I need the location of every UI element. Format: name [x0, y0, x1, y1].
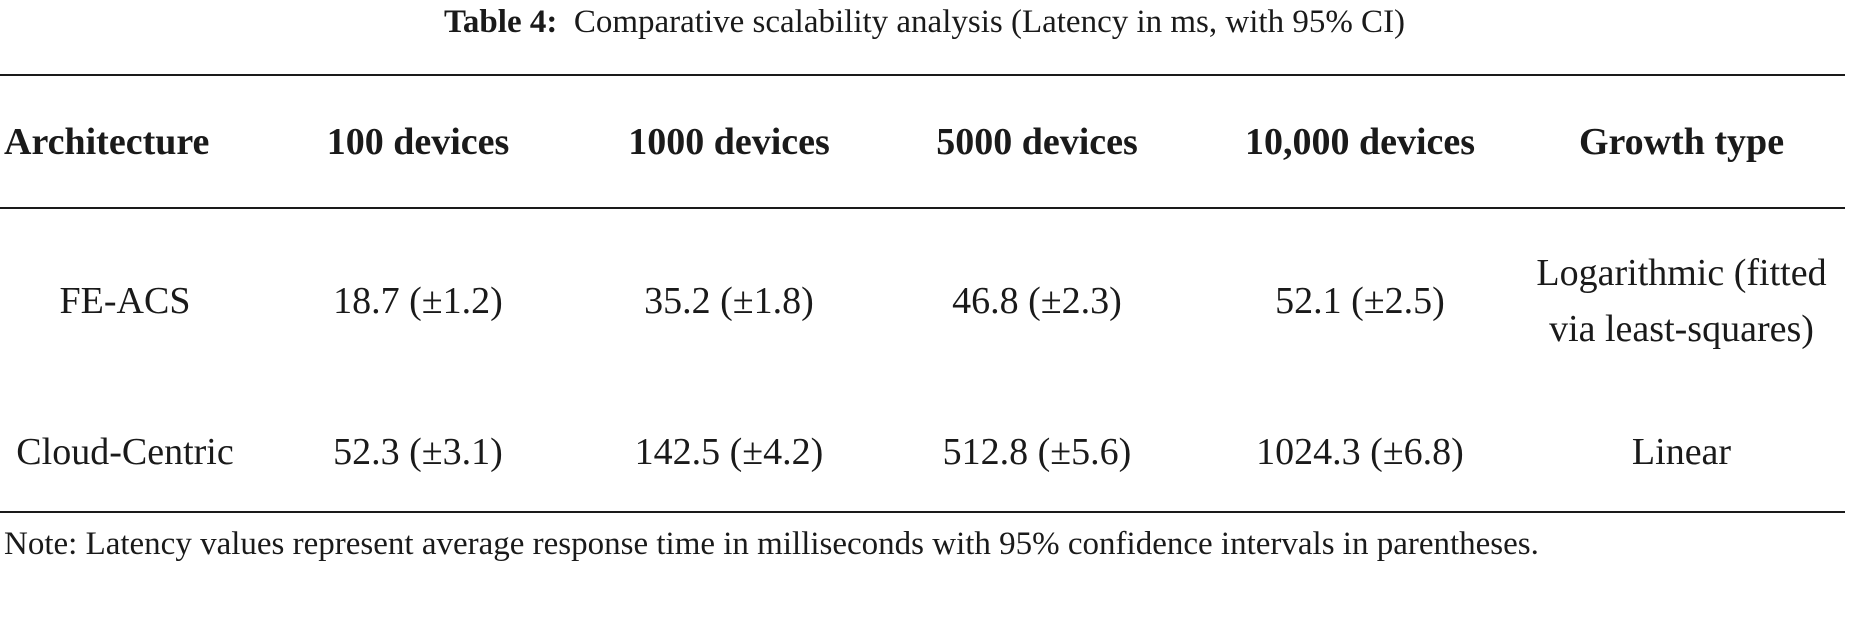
cell-10000-devices: 1024.3 (±6.8)	[1256, 431, 1464, 473]
table-row: FE-ACS 18.7 (±1.2) 35.2 (±1.8) 46.8 (±2.…	[0, 207, 1845, 395]
cell-growth-type: Logarithmic (fitted via least-squares)	[1536, 252, 1827, 350]
table-caption-text: Comparative scalability analysis (Latenc…	[573, 4, 1406, 40]
header-10000-devices: 10,000 devices	[1244, 120, 1476, 163]
header-architecture: Architecture	[4, 120, 210, 163]
header-rule	[0, 207, 1845, 209]
top-rule	[0, 74, 1845, 76]
cell-100-devices: 18.7 (±1.2)	[333, 280, 503, 322]
table-note: Note: Latency values represent average r…	[4, 526, 1539, 562]
bottom-rule	[0, 511, 1845, 513]
cell-5000-devices: 512.8 (±5.6)	[942, 431, 1132, 473]
header-1000-devices: 1000 devices	[628, 120, 830, 163]
cell-architecture: Cloud-Centric	[16, 431, 234, 473]
table-caption: Table 4: Comparative scalability analysi…	[0, 2, 1849, 42]
cell-10000-devices: 52.1 (±2.5)	[1275, 280, 1445, 322]
cell-growth-type: Linear	[1631, 431, 1732, 473]
table-caption-label: Table 4:	[443, 4, 558, 40]
cell-1000-devices: 35.2 (±1.8)	[644, 280, 814, 322]
table-row: Cloud-Centric 52.3 (±3.1) 142.5 (±4.2) 5…	[0, 395, 1845, 509]
cell-100-devices: 52.3 (±3.1)	[333, 431, 503, 473]
table-header-row: Architecture 100 devices 1000 devices 50…	[0, 76, 1845, 207]
header-growth-type: Growth type	[1578, 120, 1785, 163]
cell-5000-devices: 46.8 (±2.3)	[952, 280, 1122, 322]
cell-architecture: FE-ACS	[59, 280, 191, 322]
header-100-devices: 100 devices	[326, 120, 510, 163]
cell-1000-devices: 142.5 (±4.2)	[634, 431, 824, 473]
scalability-table: Architecture 100 devices 1000 devices 50…	[0, 76, 1845, 509]
header-5000-devices: 5000 devices	[936, 120, 1138, 163]
